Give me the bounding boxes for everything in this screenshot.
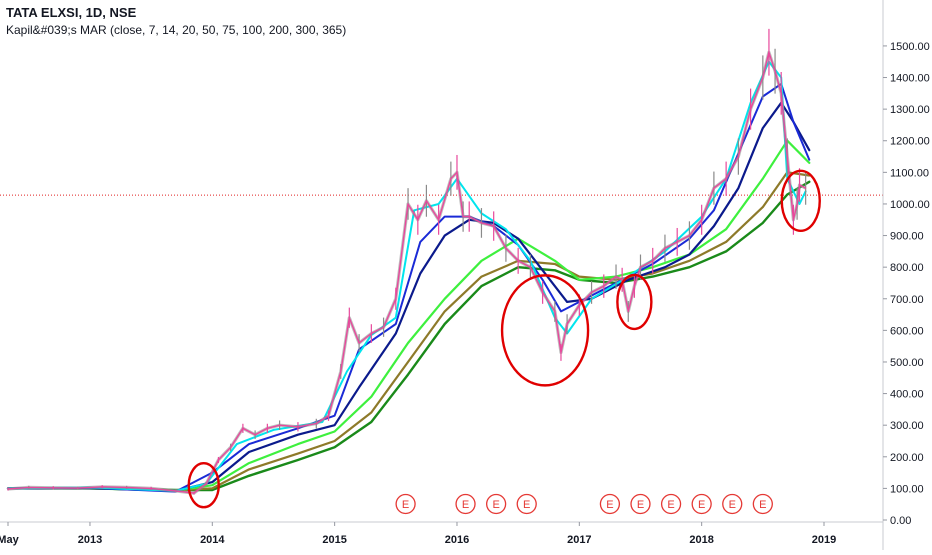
x-tick-label: 2018 [689, 534, 713, 546]
y-tick-label: 300.00 [890, 420, 924, 432]
x-tick-label: 2017 [567, 534, 591, 546]
y-tick-label: 1200.00 [890, 136, 930, 148]
earnings-marker[interactable] [691, 493, 712, 515]
ma-100-line[interactable] [6, 139, 811, 492]
y-tick-label: 1100.00 [890, 167, 929, 179]
annotation-circle [500, 274, 590, 387]
symbol-title[interactable]: TATA ELXSI, 1D, NSE [6, 5, 137, 20]
earnings-marker[interactable] [660, 493, 682, 515]
y-tick-label: 800.00 [890, 262, 924, 274]
ma-50-line[interactable] [6, 101, 811, 492]
earnings-marker[interactable] [630, 493, 651, 515]
y-tick-label: 900.00 [890, 231, 924, 243]
earnings-marker-label: E [606, 499, 613, 511]
ma-7-line[interactable] [7, 60, 807, 492]
annotation-circle [187, 462, 220, 509]
y-tick-label: 200.00 [890, 452, 924, 464]
chart-header: TATA ELXSI, 1D, NSE Kapil&#039;s MAR (cl… [6, 4, 346, 38]
earnings-marker[interactable] [395, 493, 416, 515]
y-tick-label: 400.00 [890, 389, 924, 401]
earnings-marker[interactable] [722, 493, 743, 515]
annotation-circle [780, 169, 821, 232]
ma-200-line[interactable] [6, 171, 811, 492]
earnings-marker[interactable] [516, 493, 537, 515]
annotation-group [187, 169, 821, 509]
x-tick-label: May [0, 534, 20, 546]
earnings-marker-label: E [667, 499, 674, 511]
earnings-marker-label: E [637, 499, 644, 511]
indicator-legend[interactable]: Kapil&#039;s MAR (close, 7, 14, 20, 50, … [6, 23, 347, 37]
earnings-marker[interactable] [455, 493, 476, 515]
earnings-marker[interactable] [752, 493, 773, 515]
earnings-marker-label: E [523, 499, 530, 511]
y-tick-label: 1000.00 [890, 199, 930, 211]
earnings-marker-label: E [729, 499, 736, 511]
earnings-marker[interactable] [599, 493, 621, 515]
y-tick-label: 1500.00 [890, 41, 930, 53]
earnings-marker-label: E [759, 499, 766, 511]
x-axis[interactable]: May 2013 2014 2015 2016 2017 2018 2019 [0, 521, 883, 546]
earnings-marker-label: E [462, 499, 469, 511]
earnings-marker-label: E [402, 499, 409, 511]
earnings-marker-label: E [698, 499, 705, 511]
ma-365-line[interactable] [6, 180, 811, 492]
y-axis[interactable]: 1500.00 1400.00 1300.00 1200.00 1100.00 1000.… [882, 0, 930, 550]
ma-20-line[interactable] [7, 82, 811, 493]
x-tick-label: 2013 [78, 534, 102, 546]
y-tick-label: 1300.00 [890, 104, 930, 116]
y-tick-label: 500.00 [890, 357, 924, 369]
x-tick-label: 2016 [445, 534, 469, 546]
x-tick-label: 2015 [322, 534, 346, 546]
y-tick-label: 0.00 [890, 515, 911, 527]
y-tick-label: 700.00 [890, 294, 924, 306]
annotation-circle [616, 273, 653, 331]
series-group [6, 28, 811, 495]
y-tick-label: 600.00 [890, 325, 924, 337]
earnings-marker-label: E [492, 499, 499, 511]
price-line[interactable] [7, 51, 807, 494]
y-tick-label: 1400.00 [890, 73, 930, 85]
earnings-marker[interactable] [485, 493, 507, 515]
y-tick-label: 100.00 [890, 483, 924, 495]
x-tick-label: 2014 [200, 534, 225, 546]
price-shadow-line [7, 50, 807, 495]
x-tick-label: 2019 [812, 534, 836, 546]
